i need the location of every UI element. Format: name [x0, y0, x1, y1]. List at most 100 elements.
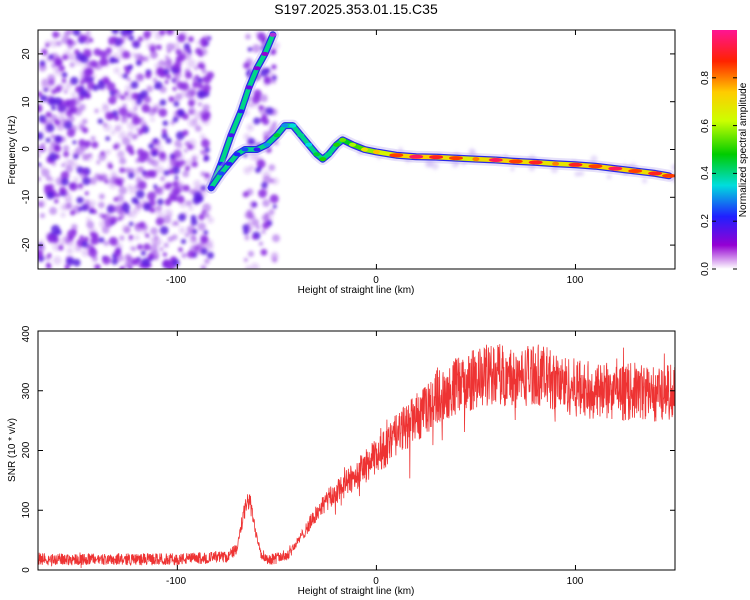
noise-dot: [189, 235, 198, 245]
noise-dot: [128, 235, 134, 240]
noise-dot: [166, 30, 174, 36]
noise-dot: [175, 72, 183, 80]
noise-dot: [70, 91, 77, 98]
noise-dot: [100, 84, 107, 92]
noise-dot: [192, 156, 197, 161]
noise-dot: [265, 147, 272, 153]
noise-dot: [38, 91, 43, 97]
noise-dot: [197, 101, 203, 107]
noise-dot: [51, 224, 60, 234]
branch-point: [261, 51, 269, 56]
noise-dot: [248, 101, 253, 107]
noise-dot: [82, 176, 91, 186]
noise-dot: [186, 58, 196, 68]
trace-point: [472, 157, 480, 162]
noise-dot: [141, 104, 148, 112]
noise-dot: [38, 201, 41, 207]
noise-dot: [255, 167, 261, 174]
noise-dot: [203, 230, 209, 235]
noise-dot: [125, 92, 135, 102]
noise-dot: [109, 57, 116, 64]
noise-dot: [590, 155, 598, 163]
noise-dot: [255, 224, 261, 230]
trace-point: [389, 153, 404, 158]
noise-dot: [56, 40, 62, 47]
noise-dot: [168, 168, 174, 175]
noise-dot: [144, 95, 151, 103]
noise-dot: [150, 227, 159, 236]
branch-point: [269, 32, 277, 37]
noise-dot: [398, 147, 403, 152]
noise-dot: [68, 55, 74, 61]
noise-dot: [424, 160, 433, 168]
noise-dot: [66, 247, 74, 255]
noise-dot: [134, 234, 140, 241]
noise-dot: [67, 115, 75, 123]
noise-dot: [145, 233, 150, 238]
noise-dot: [157, 198, 164, 206]
noise-dot: [200, 41, 207, 48]
noise-dot: [252, 218, 260, 226]
noise-dot: [204, 173, 210, 178]
noise-dot: [187, 36, 194, 43]
noise-dot: [243, 257, 249, 263]
noise-dot: [56, 115, 64, 123]
branch-point: [237, 109, 245, 114]
noise-dot: [193, 244, 200, 251]
noise-dot: [134, 117, 142, 125]
noise-dot: [175, 49, 182, 56]
spec-ytick-label: 10: [21, 96, 32, 108]
noise-dot: [243, 166, 252, 175]
noise-dot: [135, 157, 141, 164]
noise-dot: [40, 63, 45, 68]
noise-dot: [165, 137, 172, 144]
noise-dot: [153, 137, 159, 143]
noise-dot: [206, 71, 215, 80]
noise-dot: [185, 141, 192, 148]
noise-dot: [50, 133, 56, 140]
noise-dot: [51, 162, 57, 167]
noise-dot: [252, 235, 257, 240]
noise-dot: [172, 116, 179, 123]
noise-dot: [60, 212, 66, 218]
noise-dot: [80, 142, 89, 151]
noise-dot: [52, 31, 60, 39]
noise-dot: [129, 246, 134, 251]
noise-dot: [127, 132, 133, 138]
noise-dot: [376, 155, 382, 160]
noise-dot: [578, 170, 585, 177]
noise-dot: [141, 257, 151, 267]
noise-dot: [40, 94, 48, 102]
noise-dot: [39, 239, 45, 245]
colorbar-title: Normalized spectral amplitude: [738, 82, 749, 217]
noise-dot: [178, 213, 186, 222]
noise-dot: [72, 229, 77, 234]
noise-dot: [91, 255, 98, 262]
noise-dot: [198, 188, 208, 197]
noise-dot: [107, 161, 113, 167]
noise-dot: [118, 186, 128, 195]
noise-dot: [78, 121, 85, 129]
noise-dot: [155, 217, 164, 226]
noise-dot: [126, 212, 132, 217]
noise-dot: [258, 105, 268, 115]
noise-dot: [528, 164, 536, 172]
noise-dot: [113, 125, 121, 133]
colorbar-tick-label: 0.6: [700, 119, 711, 133]
trace-point: [488, 158, 503, 162]
noise-dot: [185, 166, 190, 171]
noise-dot: [162, 252, 168, 257]
branch-point: [253, 66, 261, 71]
noise-dot: [38, 104, 43, 113]
noise-dot: [58, 245, 64, 251]
noise-dot: [127, 64, 133, 71]
noise-dot: [118, 36, 125, 44]
noise-dot: [200, 264, 207, 269]
noise-dot: [269, 50, 275, 55]
noise-dot: [76, 83, 86, 92]
noise-dot: [90, 136, 96, 141]
noise-dot: [130, 112, 138, 120]
noise-dot: [145, 72, 152, 79]
noise-dot: [118, 131, 127, 140]
trace-point: [313, 152, 321, 157]
